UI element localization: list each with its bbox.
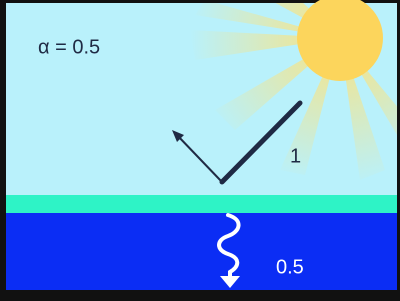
albedo-diagram: α = 0.5 1 0.5 [0,0,400,301]
alpha-label: α = 0.5 [38,36,100,58]
absorbed-label: 0.5 [276,256,304,278]
water [6,213,397,290]
incoming-label: 1 [290,145,301,167]
water-surface [6,195,397,213]
page: α = 0.5 1 0.5 (() => { const data = JSON… [0,0,400,301]
